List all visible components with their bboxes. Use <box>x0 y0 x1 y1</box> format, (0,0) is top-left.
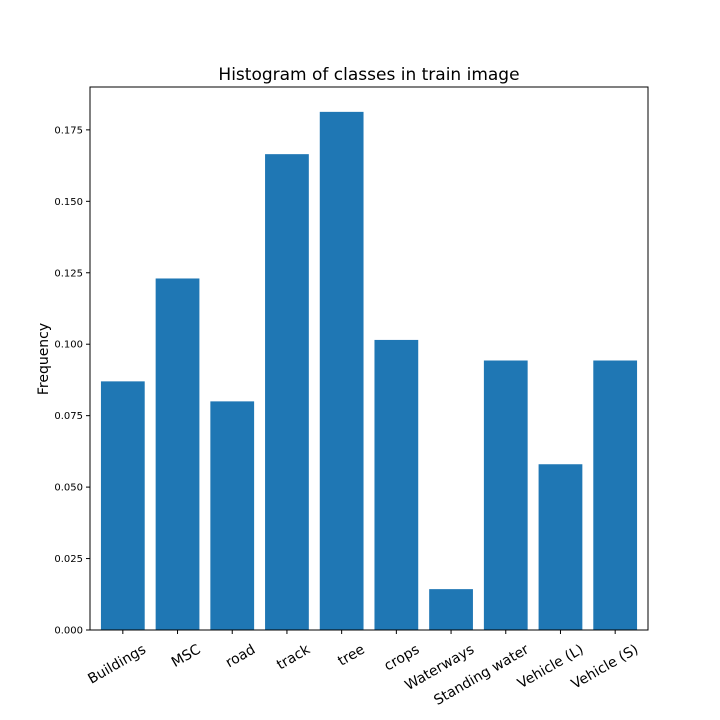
bar-vehicle-l <box>538 464 583 630</box>
x-tick-label: MSC <box>169 641 204 670</box>
y-tick-label: 0.175 <box>54 125 83 136</box>
x-tick-label: road <box>223 642 258 672</box>
bar-buildings <box>100 381 145 630</box>
bar-vehicle-s <box>593 360 638 630</box>
bars-group <box>100 111 638 630</box>
x-tick-label: crops <box>382 642 423 675</box>
y-tick-label: 0.050 <box>54 483 83 494</box>
y-tick-label: 0.100 <box>54 340 83 351</box>
y-tick-label: 0.000 <box>54 626 83 637</box>
y-axis: 0.000 0.025 0.050 0.075 0.100 0.125 0.150 0.175 <box>54 125 90 637</box>
bar-tree <box>319 111 364 630</box>
y-axis-label: Frequency <box>36 323 52 395</box>
bar-msc <box>155 278 200 630</box>
bar-crops <box>374 339 419 630</box>
bar-waterways <box>429 589 473 630</box>
plot-frame <box>89 86 649 631</box>
x-tick-label: tree <box>335 642 367 670</box>
chart-title: Histogram of classes in train image <box>218 65 519 85</box>
bar-standing-water <box>483 360 528 630</box>
x-tick-label: Buildings <box>85 642 149 688</box>
x-axis: Buildings MSC road track tree cropsWaterwaysS… <box>85 630 641 709</box>
x-tick-label: Standing water <box>431 641 532 708</box>
bar-track <box>265 154 309 630</box>
x-tick-label: track <box>274 641 314 673</box>
y-tick-label: 0.150 <box>54 197 83 208</box>
y-tick-label: 0.025 <box>54 554 83 565</box>
y-tick-label: 0.075 <box>54 411 83 422</box>
bar-road <box>210 401 255 630</box>
y-tick-label: 0.125 <box>54 268 83 279</box>
